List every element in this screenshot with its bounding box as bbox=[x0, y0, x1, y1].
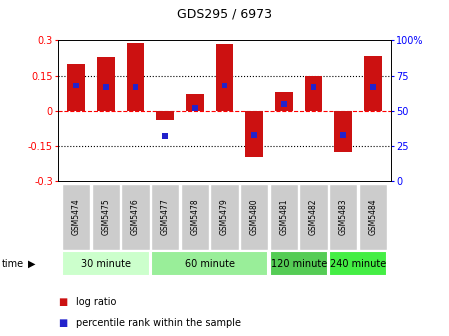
Bar bbox=[304, 76, 322, 111]
Text: 240 minute: 240 minute bbox=[330, 259, 386, 269]
Bar bbox=[281, 101, 286, 107]
Bar bbox=[97, 57, 115, 111]
Bar bbox=[340, 132, 346, 138]
Bar bbox=[275, 92, 293, 111]
Text: GSM5482: GSM5482 bbox=[309, 199, 318, 235]
Bar bbox=[92, 184, 120, 250]
Bar bbox=[186, 94, 204, 111]
Bar bbox=[240, 184, 269, 250]
Text: GSM5483: GSM5483 bbox=[339, 198, 348, 235]
Bar bbox=[269, 184, 298, 250]
Bar bbox=[62, 184, 90, 250]
Bar bbox=[210, 184, 239, 250]
Bar bbox=[163, 133, 168, 139]
Text: 30 minute: 30 minute bbox=[81, 259, 131, 269]
Bar bbox=[121, 184, 150, 250]
Text: percentile rank within the sample: percentile rank within the sample bbox=[76, 318, 241, 328]
Text: 120 minute: 120 minute bbox=[271, 259, 327, 269]
Bar bbox=[251, 132, 257, 138]
Text: GSM5476: GSM5476 bbox=[131, 198, 140, 235]
Text: GSM5479: GSM5479 bbox=[220, 198, 229, 235]
Text: ▶: ▶ bbox=[28, 259, 36, 269]
Bar bbox=[103, 84, 109, 90]
Bar bbox=[133, 84, 138, 90]
Bar bbox=[216, 44, 233, 111]
Bar bbox=[74, 83, 79, 88]
Text: GSM5474: GSM5474 bbox=[72, 198, 81, 235]
Bar bbox=[245, 111, 263, 157]
Bar bbox=[222, 83, 227, 88]
Text: log ratio: log ratio bbox=[76, 297, 117, 307]
Bar bbox=[359, 184, 387, 250]
Bar bbox=[329, 251, 387, 276]
Bar bbox=[311, 84, 316, 90]
Bar bbox=[364, 56, 382, 111]
Bar bbox=[329, 184, 357, 250]
Bar bbox=[151, 184, 180, 250]
Text: GSM5484: GSM5484 bbox=[368, 198, 377, 235]
Bar bbox=[334, 111, 352, 152]
Bar bbox=[127, 43, 145, 111]
Text: GDS295 / 6973: GDS295 / 6973 bbox=[177, 7, 272, 20]
Bar bbox=[299, 184, 328, 250]
Text: time: time bbox=[2, 259, 24, 269]
Text: GSM5480: GSM5480 bbox=[250, 198, 259, 235]
Bar bbox=[192, 105, 198, 111]
Text: ■: ■ bbox=[58, 297, 68, 307]
Bar bbox=[180, 184, 209, 250]
Bar bbox=[151, 251, 269, 276]
Text: GSM5475: GSM5475 bbox=[101, 198, 110, 235]
Bar bbox=[156, 111, 174, 120]
Bar bbox=[67, 64, 85, 111]
Text: GSM5481: GSM5481 bbox=[279, 199, 288, 235]
Bar bbox=[269, 251, 328, 276]
Text: GSM5477: GSM5477 bbox=[161, 198, 170, 235]
Bar bbox=[370, 84, 375, 90]
Text: 60 minute: 60 minute bbox=[185, 259, 235, 269]
Text: GSM5478: GSM5478 bbox=[190, 198, 199, 235]
Text: ■: ■ bbox=[58, 318, 68, 328]
Bar bbox=[62, 251, 150, 276]
